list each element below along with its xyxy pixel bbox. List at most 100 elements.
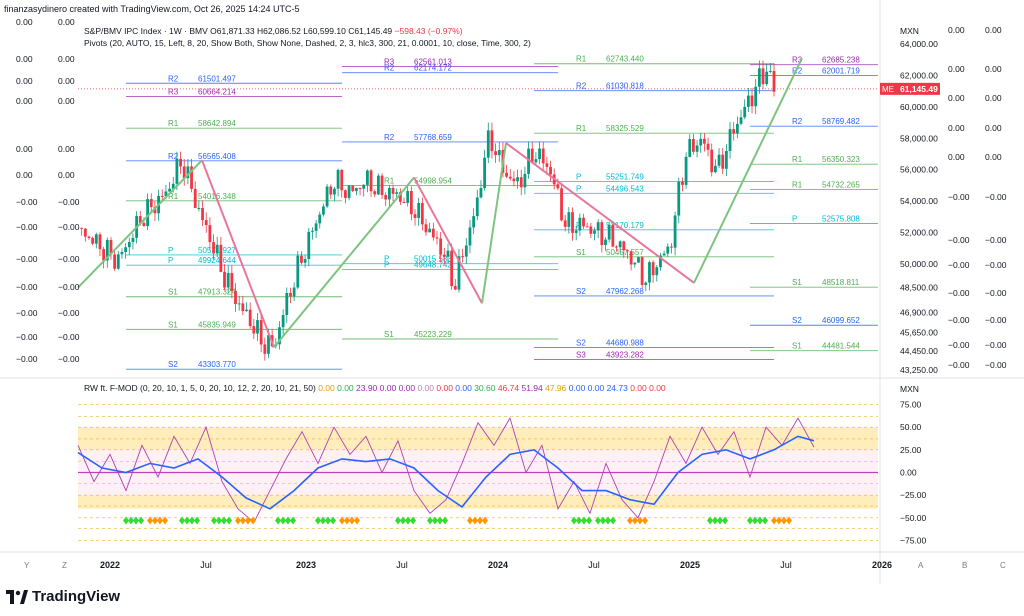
last-price-tag-label: ME [882,85,894,94]
osc-blue-line [77,435,815,510]
price-tick-label: 60,000.00 [900,102,938,112]
candle-body [168,188,171,192]
candle-body [131,237,135,242]
right-label-a: −0.00 [948,288,970,298]
candle-body [278,327,281,345]
osc-tick-label: 50.00 [900,422,922,432]
pivot-value: 56565.408 [198,152,236,161]
osc-signal-diamond [610,516,616,525]
candle-body [692,139,695,152]
left-label-a: −0.00 [16,308,38,318]
osc-signal-diamond [133,516,139,525]
candle-body [497,150,501,156]
candle-body [234,290,237,305]
candle-body [237,303,241,305]
pivot-value: 62561.013 [414,58,452,67]
candle-body [560,188,563,221]
price-tick-label: 56,000.00 [900,165,938,175]
pivot-label: R3 [168,87,179,96]
candle-body [347,185,351,198]
axes: 64,000.00 62,000.00 60,000.00 58,000.00 56,0… [16,17,1007,570]
main-series-legend[interactable]: S&P/BMV IPC Index · 1W · BMV O61,871.33 … [84,26,463,36]
zigzag-segment [201,159,275,348]
osc-lower-band [78,495,878,509]
candle-body [768,70,772,72]
chart-canvas[interactable]: R3 60664.214 R2 61501.497 R1 58642.894 R2 56565… [0,0,1024,584]
candle-body [538,148,541,160]
candle-body [582,217,585,227]
candle-body [615,246,618,248]
candle-body [402,201,406,203]
candle-body [116,254,120,269]
osc-signal-diamond [637,516,643,525]
pivot-value: 54016.348 [198,192,236,201]
left-label-b: 0.00 [58,17,75,27]
candle-body [626,250,629,252]
osc-signal-diamond [427,516,433,525]
tradingview-logo[interactable]: TradingView [6,588,120,605]
pivot-levels: R3 60664.214 R2 61501.497 R1 58642.894 R2 56565… [126,55,878,370]
osc-signal-diamond [781,516,787,525]
candle-body [713,165,717,173]
candle-body [409,191,413,215]
right-label-a: 0.00 [948,123,965,133]
pivot-label: R1 [576,124,587,133]
osc-value-2: 23.90 [353,383,378,393]
candle-body [102,249,106,261]
footer-letter: Z [62,561,67,570]
candle-body [761,68,765,85]
osc-tick-label: −50.00 [900,513,927,523]
osc-value-4: 0.00 [396,383,416,393]
candle-body [98,234,102,250]
osc-signal-diamond [315,516,321,525]
pivot-value: 52575.808 [822,214,860,223]
oscillator-legend[interactable]: RW ft. F-MOD (0, 20, 10, 1, 5, 0, 20, 10… [84,383,666,393]
candle-body [431,228,435,238]
candle-body [193,188,197,209]
candle-body [659,255,662,268]
time-tick-label: Jul [780,560,792,570]
osc-value-9: 46.74 [495,383,520,393]
left-label-b: −0.00 [58,254,80,264]
candle-body [585,226,589,228]
candle-body [358,187,362,189]
left-label-a: −0.00 [16,197,38,207]
pivot-label: P [384,255,389,264]
osc-signal-diamond [162,516,168,525]
candle-body [541,148,545,164]
right-label-b: −0.00 [985,340,1007,350]
osc-signal-diamond [128,516,134,525]
pivot-label: S1 [792,278,802,287]
candle-body [340,169,344,191]
candle-body [442,254,446,257]
right-label-a: 0.00 [948,64,965,74]
right-label-b: 0.00 [985,123,1002,133]
candle-body [223,271,226,288]
osc-signal-diamond [707,516,713,525]
osc-signal-diamond [344,516,350,525]
right-label-b: −0.00 [985,360,1007,370]
pivots-legend[interactable]: Pivots (20, AUTO, 15, Left, 8, 20, Show … [84,38,531,48]
zigzag-segment [273,176,415,348]
candle-body [743,106,747,118]
osc-signal-diamond [349,516,355,525]
osc-value-16: 0.00 [646,383,666,393]
candle-body [94,234,98,244]
candle-body [285,292,289,316]
osc-signal-diamond [627,516,633,525]
zigzag-segment [693,57,803,284]
pivot-label: S3 [576,350,586,359]
candle-body [428,228,432,233]
time-tick-label: 2023 [296,560,316,570]
pivot-label: R2 [384,64,395,73]
candle-body [413,214,417,219]
right-label-b: 0.00 [985,152,1002,162]
candle-body [435,237,439,239]
candle-body [750,95,754,107]
left-label-a: 0.00 [16,96,33,106]
time-tick-label: 2024 [488,560,508,570]
candle-body [296,255,300,288]
candle-body [724,150,728,169]
osc-signal-diamond [290,516,296,525]
candle-body [186,166,190,179]
